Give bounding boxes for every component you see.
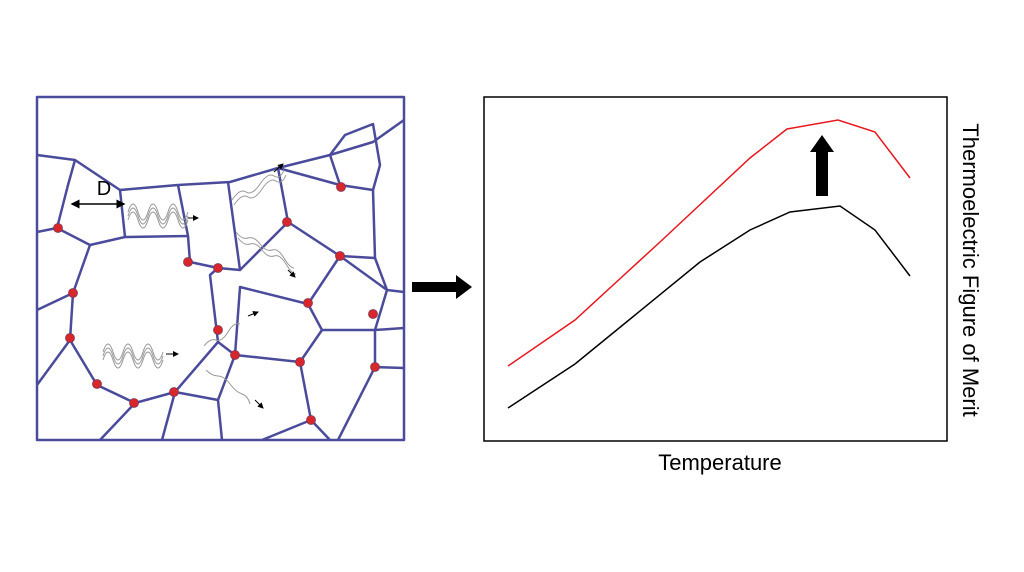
plot-frame — [483, 96, 948, 442]
grain-diagram: D — [35, 95, 406, 442]
y-axis-label: Thermoelectric Figure of Merit — [958, 123, 983, 416]
improved-curve — [507, 119, 911, 367]
grain-boundaries — [35, 118, 405, 442]
x-axis-label: Temperature — [658, 450, 782, 475]
transition-arrow — [412, 275, 472, 299]
improvement-arrow — [810, 135, 834, 196]
zt-chart: Temperature Thermoelectric Figure of Mer… — [483, 96, 983, 475]
baseline-curve — [507, 205, 911, 409]
phonon-waves — [102, 163, 297, 409]
grain-size-label: D — [97, 178, 111, 200]
precipitates — [53, 182, 380, 425]
grain-frame — [35, 95, 406, 442]
